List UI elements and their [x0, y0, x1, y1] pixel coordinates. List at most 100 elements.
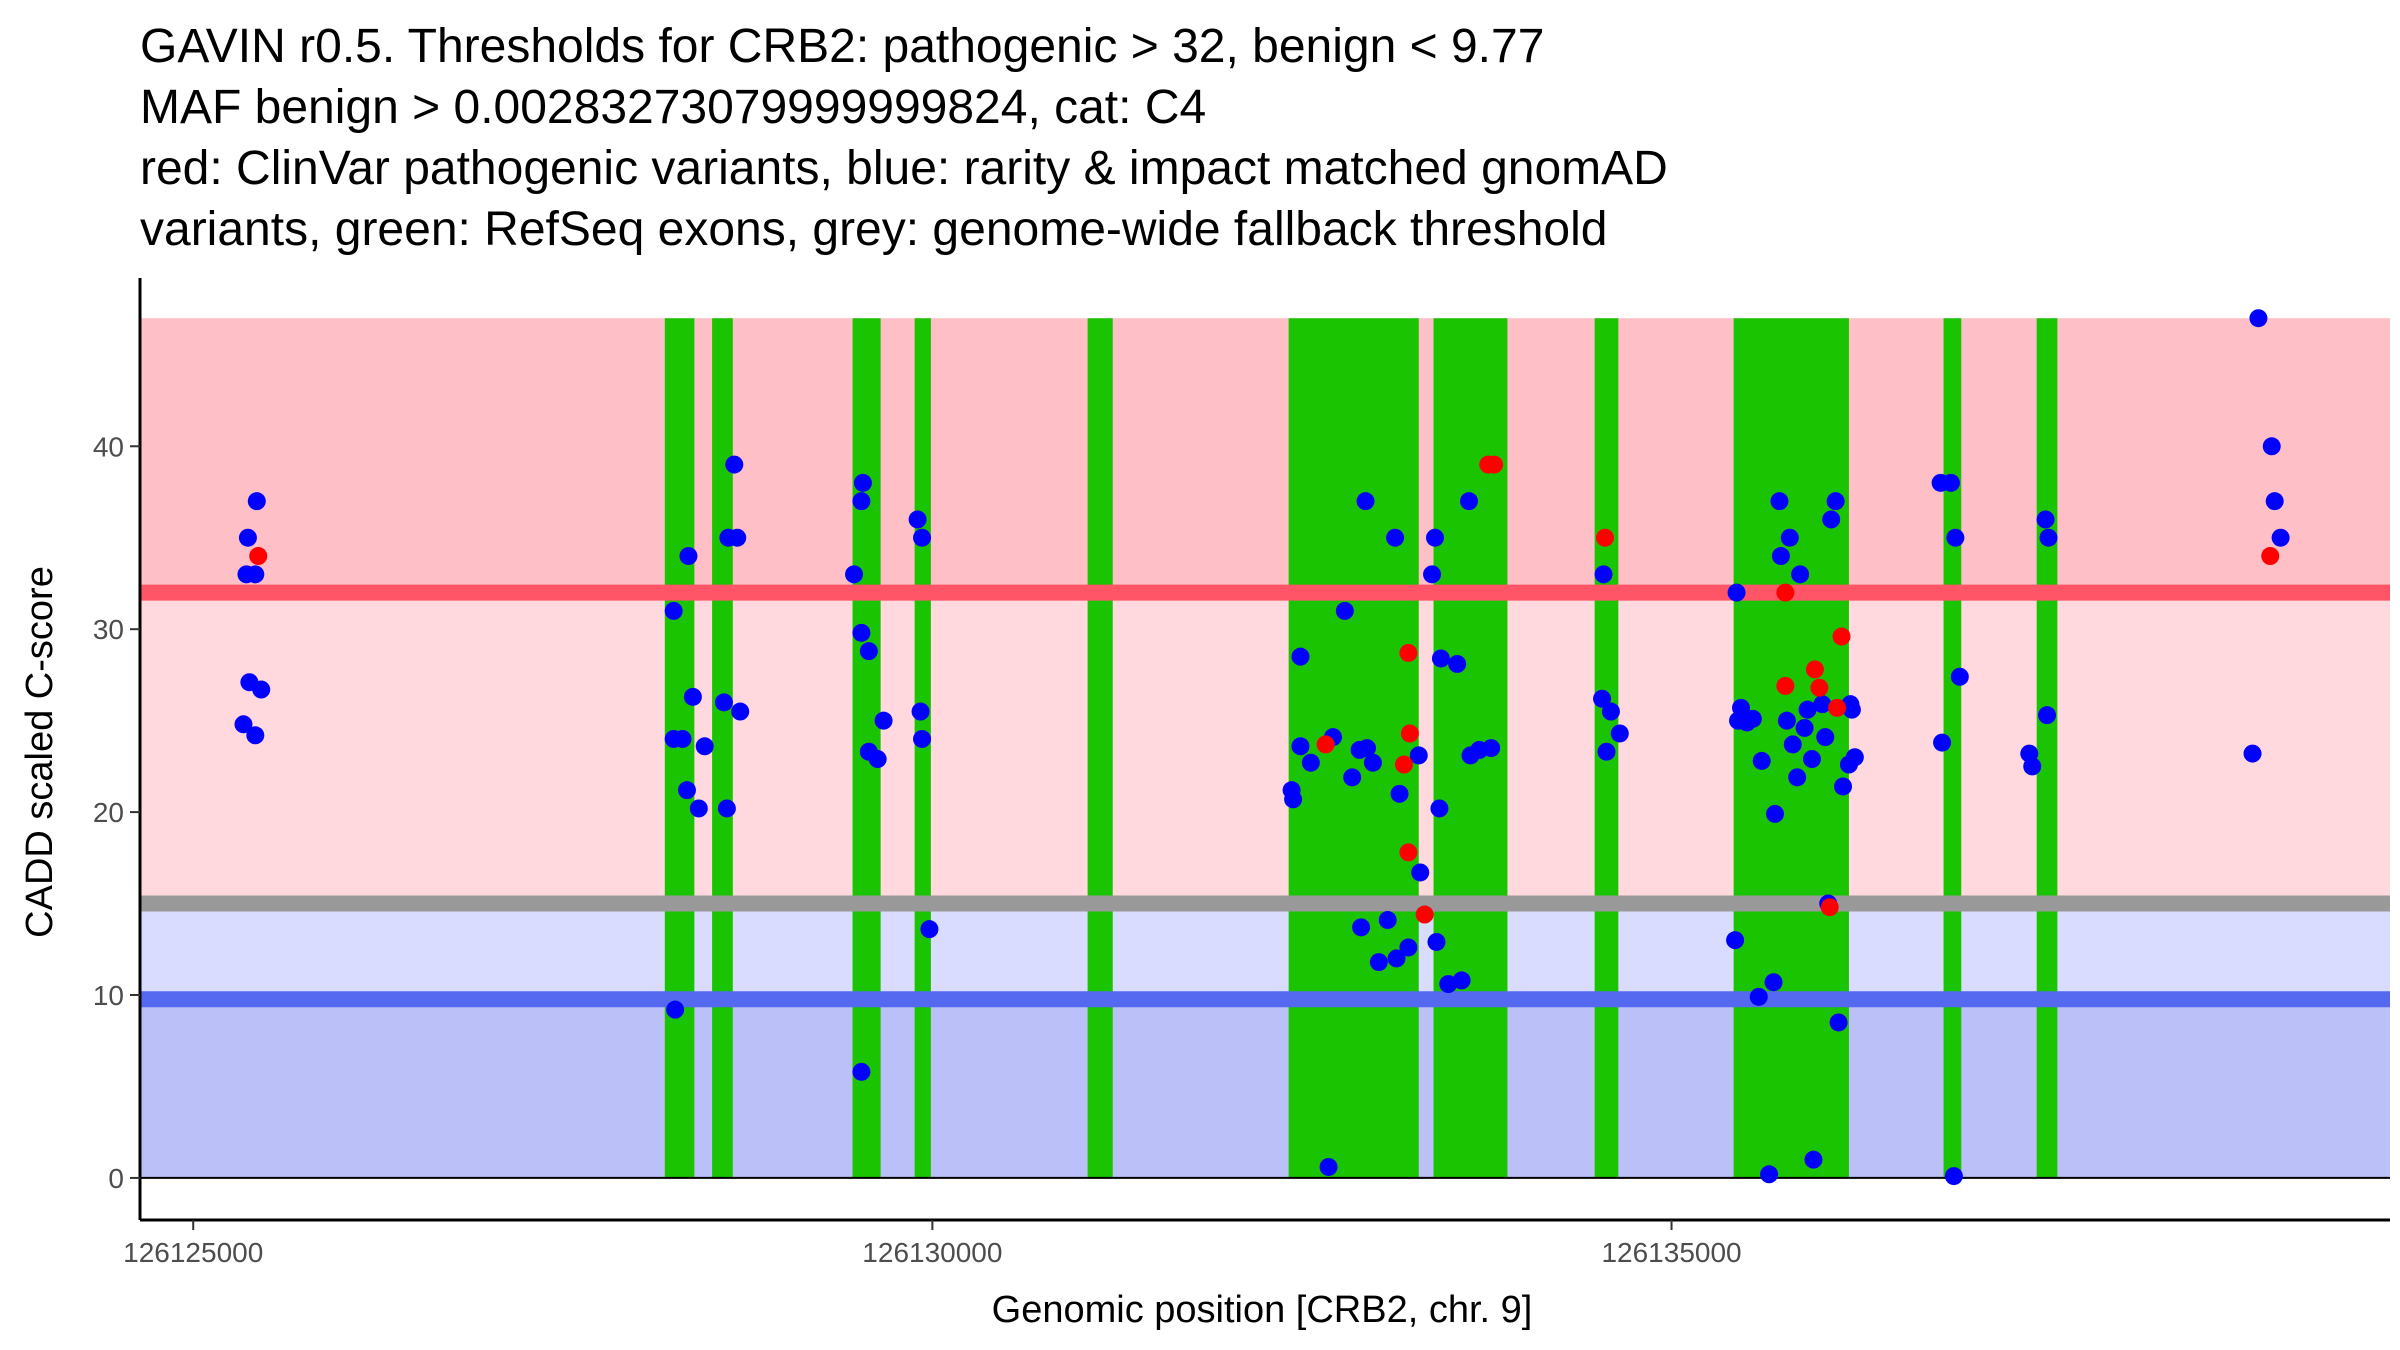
- chart-title: GAVIN r0.5. Thresholds for CRB2: pathoge…: [140, 20, 1668, 256]
- gnomad-variant-point: [1426, 528, 1445, 547]
- gnomad-variant-point: [1610, 724, 1629, 743]
- gnomad-variant-point: [2023, 757, 2042, 776]
- gnomad-variant-point: [238, 528, 257, 547]
- gnomad-variant-point: [852, 492, 871, 511]
- gnomad-variant-point: [911, 702, 930, 721]
- gnomad-variant-point: [1448, 654, 1467, 673]
- gnomad-variant-point: [1284, 790, 1303, 809]
- gnomad-variant-point: [246, 726, 265, 745]
- clinvar-variant-point: [1485, 455, 1504, 474]
- gnomad-variant-point: [2271, 528, 2290, 547]
- axes: 0 10 20 30 40 126125000 126130000 126135000: [93, 278, 2390, 1268]
- gnomad-variant-point: [1387, 949, 1406, 968]
- clinvar-variant-point: [249, 547, 268, 566]
- gnomad-variant-point: [1946, 528, 1965, 547]
- gnomad-variant-point: [1452, 971, 1471, 990]
- gnomad-variant-point: [714, 693, 733, 712]
- clinvar-variant-point: [1805, 660, 1824, 679]
- title-line-1: GAVIN r0.5. Thresholds for CRB2: pathoge…: [140, 20, 1544, 73]
- gnomad-variant-point: [1430, 799, 1449, 818]
- clinvar-variant-point: [1810, 678, 1829, 697]
- gnomad-variant-point: [1363, 753, 1382, 772]
- gnomad-variant-point: [1783, 735, 1802, 754]
- gnomad-variant-point: [1593, 689, 1612, 708]
- gnomad-variant-point: [920, 920, 939, 939]
- clinvar-variant-point: [1776, 583, 1795, 602]
- gnomad-variant-point: [1727, 583, 1746, 602]
- title-line-3: red: ClinVar pathogenic variants, blue: …: [140, 142, 1668, 195]
- y-tick-label: 20: [93, 797, 124, 828]
- gnomad-variant-point: [853, 473, 872, 492]
- exon-bar: [664, 318, 695, 1178]
- y-tick-label: 10: [93, 980, 124, 1011]
- clinvar-variant-point: [1828, 698, 1847, 717]
- y-axis-title: CADD scaled C-score: [19, 566, 61, 938]
- y-axis-ticks: 0 10 20 30 40: [93, 431, 140, 1194]
- gnomad-variant-point: [874, 711, 893, 730]
- gnomad-variant-point: [1431, 649, 1450, 668]
- gnomad-variant-point: [1427, 932, 1446, 951]
- gnomad-variant-point: [1386, 528, 1405, 547]
- gnomad-variant-point: [1802, 750, 1821, 769]
- title-line-2: MAF benign > 0.00283273079999999824, cat…: [140, 81, 1206, 134]
- gnomad-variant-point: [1732, 698, 1751, 717]
- gnomad-variant-point: [1771, 547, 1790, 566]
- y-tick-label: 40: [93, 431, 124, 462]
- gnomad-variant-point: [1760, 1165, 1779, 1184]
- gnomad-variant-point: [1369, 953, 1388, 972]
- gnomad-variant-point: [679, 547, 698, 566]
- clinvar-variant-point: [1415, 905, 1434, 924]
- lower-middle-region: [140, 903, 2390, 1000]
- clinvar-variant-point: [1596, 528, 1615, 547]
- y-tick-label: 0: [108, 1163, 124, 1194]
- threshold-regions: [140, 318, 2390, 1178]
- gnomad-variant-point: [2249, 309, 2268, 328]
- threshold-lines: [140, 584, 2390, 1179]
- gnomad-variant-point: [1804, 1150, 1823, 1169]
- gnomad-variant-point: [1944, 1167, 1963, 1186]
- gnomad-variant-point: [1777, 711, 1796, 730]
- gnomad-variant-point: [852, 623, 871, 642]
- gnomad-variant-point: [845, 565, 864, 584]
- exon-bar: [1087, 318, 1113, 1178]
- gnomad-variant-point: [1749, 987, 1768, 1006]
- gnomad-variant-point: [1423, 565, 1442, 584]
- x-axis-ticks: 126125000 126130000 126135000: [123, 1220, 1742, 1268]
- gnomad-variant-point: [1335, 601, 1354, 620]
- gnomad-variant-point: [1378, 911, 1397, 930]
- gnomad-variant-point: [1597, 742, 1616, 761]
- gnomad-variant-point: [1482, 739, 1501, 758]
- gnomad-variant-point: [859, 642, 878, 661]
- gnomad-variant-point: [1770, 492, 1789, 511]
- x-tick-label: 126130000: [862, 1237, 1002, 1268]
- clinvar-variant-point: [1399, 843, 1418, 862]
- gnomad-variant-point: [1780, 528, 1799, 547]
- clinvar-variant-point: [2261, 547, 2280, 566]
- gnomad-variant-point: [1829, 1013, 1848, 1032]
- gnomad-variant-point: [2036, 510, 2055, 529]
- clinvar-variant-point: [1399, 643, 1418, 662]
- gnomad-variant-point: [2265, 492, 2284, 511]
- clinvar-variant-point: [1400, 724, 1419, 743]
- gnomad-variant-point: [666, 1000, 685, 1019]
- gnomad-variant-point: [1834, 777, 1853, 796]
- title-line-4: variants, green: RefSeq exons, grey: gen…: [140, 203, 1607, 256]
- exon-bar: [2036, 318, 2058, 1178]
- gnomad-variant-point: [1933, 733, 1952, 752]
- gnomad-variant-point: [1795, 718, 1814, 737]
- gnomad-variant-point: [1726, 931, 1745, 950]
- gnomad-variant-point: [1826, 492, 1845, 511]
- gnomad-variant-point: [689, 799, 708, 818]
- gnomad-variant-point: [673, 729, 692, 748]
- gnomad-variant-point: [852, 1062, 871, 1081]
- gnomad-variant-point: [1813, 695, 1832, 714]
- x-tick-label: 126125000: [123, 1237, 263, 1268]
- exon-bar: [914, 318, 931, 1178]
- gnomad-variant-point: [1343, 768, 1362, 787]
- gnomad-variant-point: [1319, 1157, 1338, 1176]
- clinvar-variant-point: [1776, 676, 1795, 695]
- gnomad-variant-point: [868, 750, 887, 769]
- clinvar-variant-point: [1316, 735, 1335, 754]
- upper-middle-region: [140, 592, 2390, 904]
